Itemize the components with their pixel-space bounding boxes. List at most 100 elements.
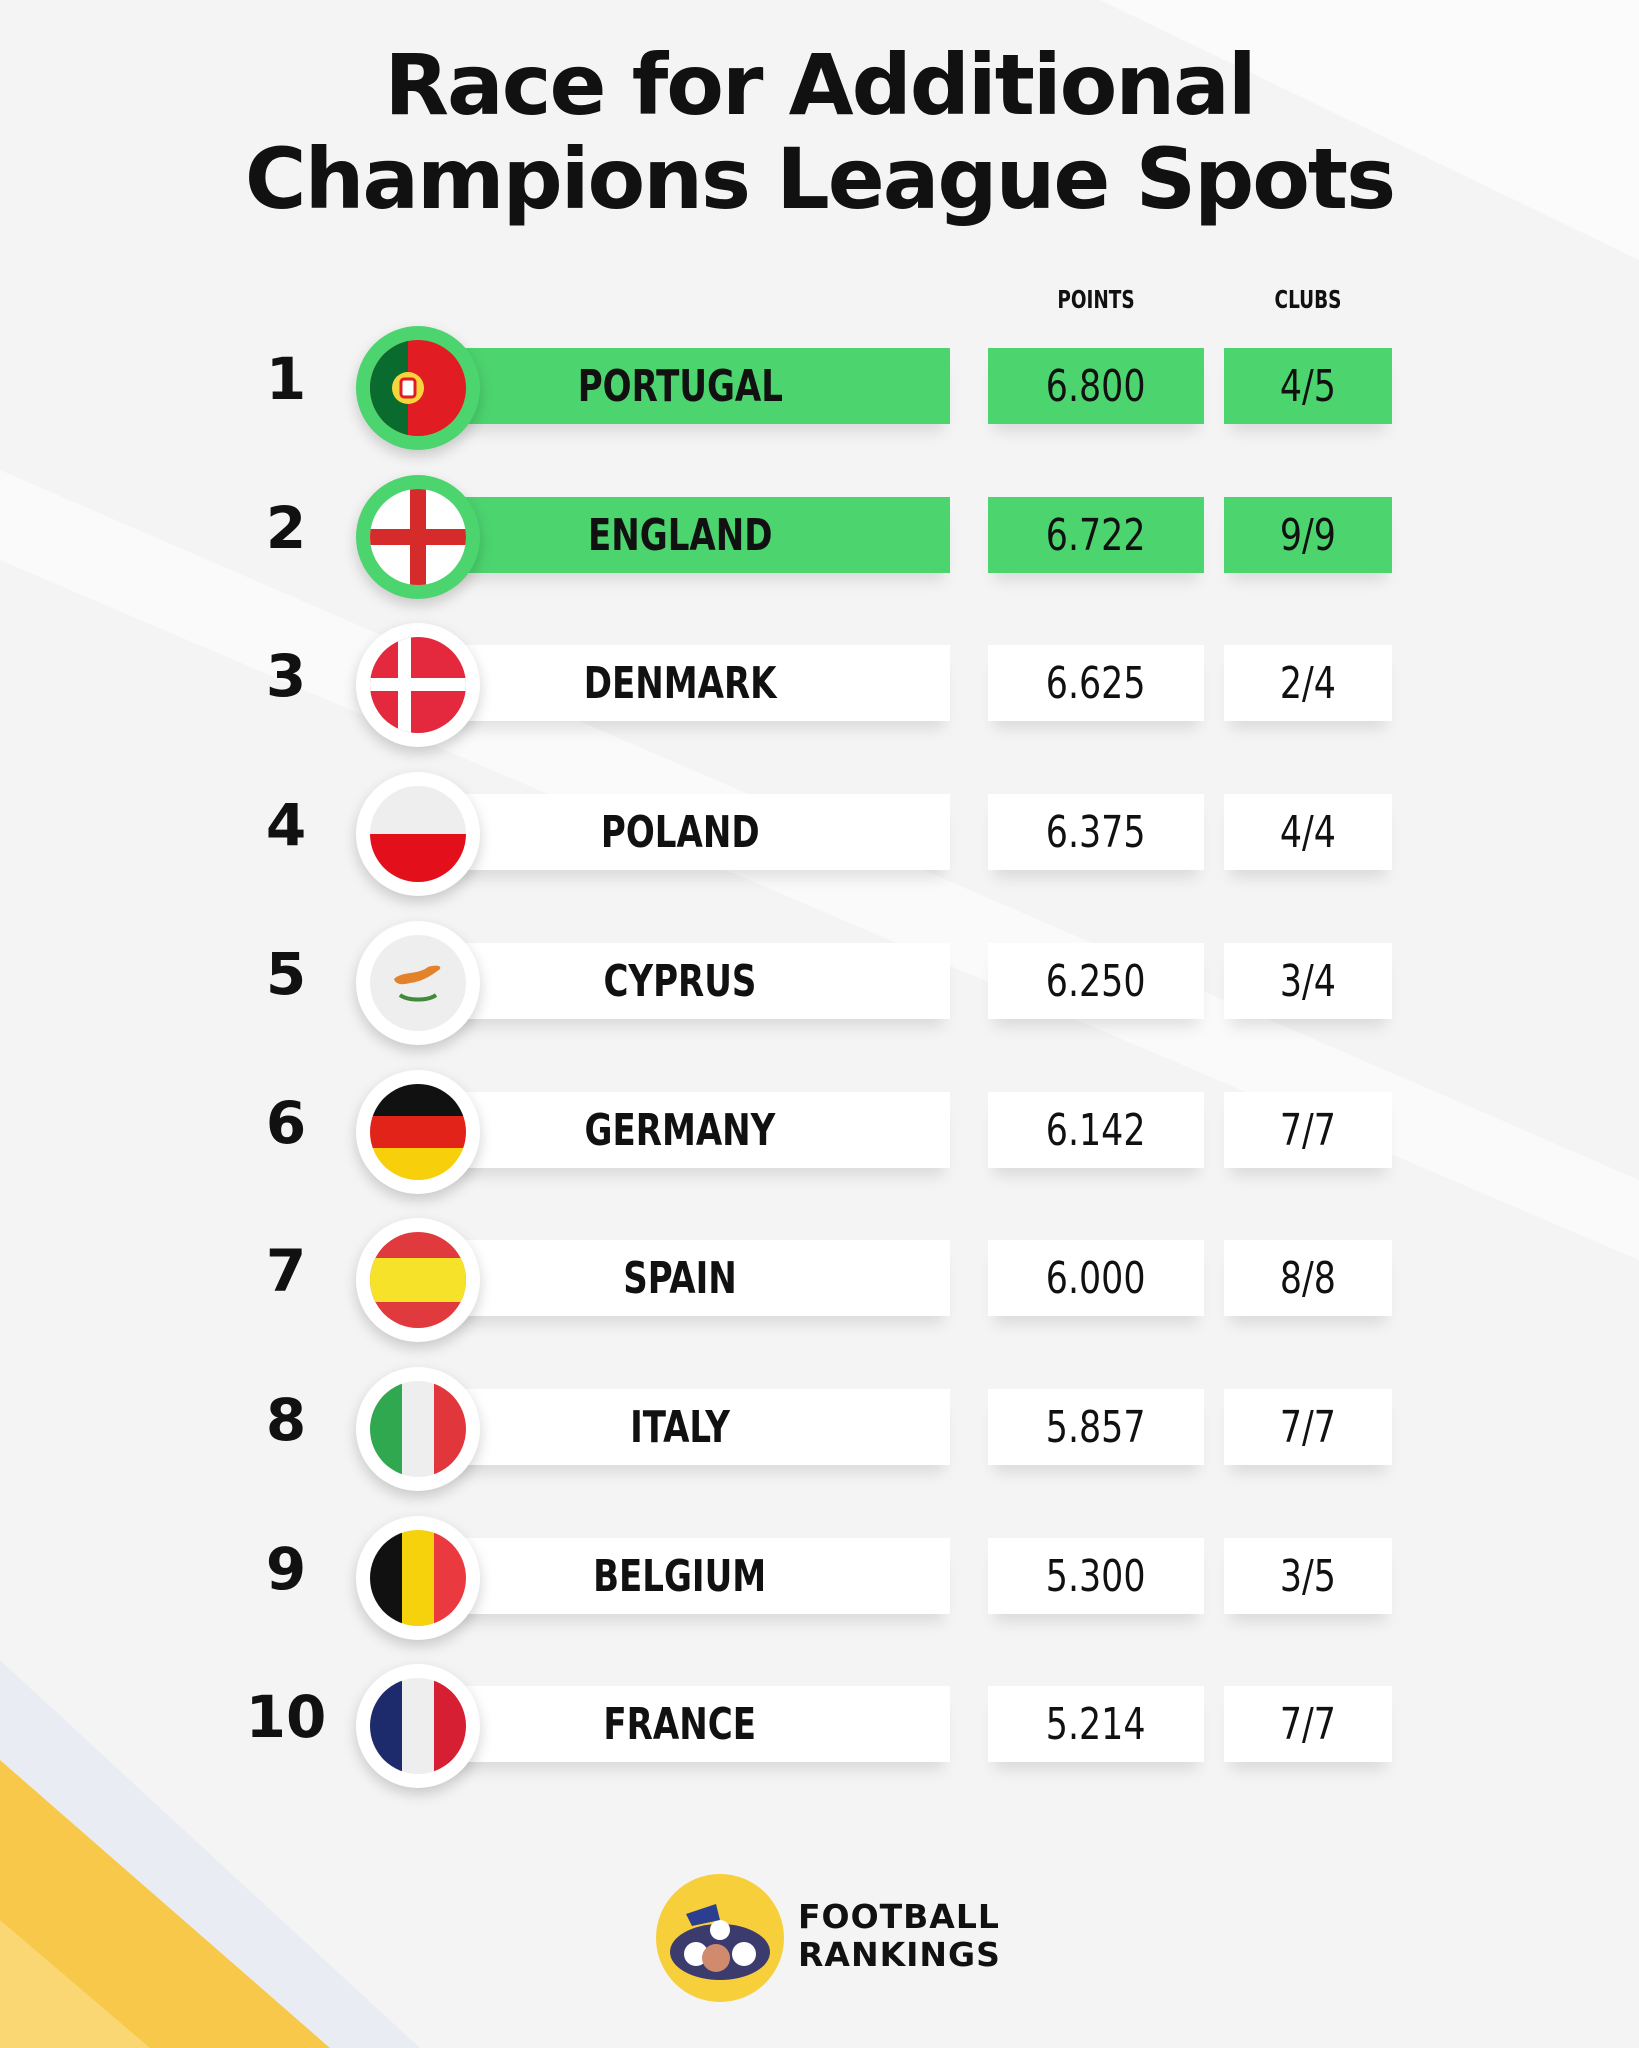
rank-label: 2	[265, 494, 307, 562]
football-rankings-logo-icon	[656, 1874, 784, 2002]
flag-badge	[356, 623, 480, 747]
clubs-cell: 2/4	[1224, 645, 1392, 721]
italy-flag-icon	[370, 1381, 466, 1477]
rank-label: 6	[265, 1089, 307, 1157]
points-value: 6.625	[1046, 657, 1146, 709]
clubs-value: 4/4	[1279, 806, 1337, 858]
page-title: Race for Additional Champions League Spo…	[0, 38, 1639, 226]
points-column-header: POINTS	[1057, 285, 1135, 314]
country-bar: SPAIN	[410, 1240, 950, 1316]
rank-label: 7	[265, 1237, 307, 1305]
clubs-cell: 7/7	[1224, 1686, 1392, 1762]
flag-badge	[356, 921, 480, 1045]
points-value: 5.214	[1046, 1698, 1146, 1750]
table-row: 10 FRANCE 5.214 7/7	[0, 1646, 1639, 1788]
points-cell: 6.250	[988, 943, 1204, 1019]
country-bar: CYPRUS	[410, 943, 950, 1019]
table-row: 9 BELGIUM 5.300 3/5	[0, 1498, 1639, 1640]
country-bar: PORTUGAL	[410, 348, 950, 424]
rank-label: 4	[265, 791, 307, 859]
country-name: BELGIUM	[593, 1550, 767, 1602]
title-line-1: Race for Additional	[384, 36, 1256, 134]
flag-badge	[356, 1516, 480, 1640]
country-bar: DENMARK	[410, 645, 950, 721]
country-name: FRANCE	[603, 1698, 757, 1750]
points-cell: 6.142	[988, 1092, 1204, 1168]
table-row: 6 GERMANY 6.142 7/7	[0, 1052, 1639, 1194]
clubs-cell: 3/4	[1224, 943, 1392, 1019]
country-name: POLAND	[600, 806, 760, 858]
country-name: ENGLAND	[587, 509, 773, 561]
clubs-value: 7/7	[1279, 1104, 1337, 1156]
country-bar: BELGIUM	[410, 1538, 950, 1614]
table-row: 2 ENGLAND 6.722 9/9	[0, 457, 1639, 599]
clubs-value: 2/4	[1279, 657, 1337, 709]
belgium-flag-icon	[370, 1530, 466, 1626]
flag-badge	[356, 475, 480, 599]
points-cell: 6.722	[988, 497, 1204, 573]
flag-badge	[356, 772, 480, 896]
country-name: ITALY	[630, 1401, 730, 1453]
points-cell: 5.300	[988, 1538, 1204, 1614]
table-row: 8 ITALY 5.857 7/7	[0, 1349, 1639, 1491]
points-cell: 6.000	[988, 1240, 1204, 1316]
rank-label: 1	[265, 345, 307, 413]
points-cell: 6.375	[988, 794, 1204, 870]
clubs-cell: 4/4	[1224, 794, 1392, 870]
country-name: DENMARK	[583, 657, 777, 709]
country-name: PORTUGAL	[577, 360, 783, 412]
clubs-cell: 9/9	[1224, 497, 1392, 573]
table-row: 5 CYPRUS 6.250 3/4	[0, 903, 1639, 1045]
clubs-value: 8/8	[1279, 1252, 1337, 1304]
points-value: 6.375	[1046, 806, 1146, 858]
clubs-value: 9/9	[1279, 509, 1337, 561]
points-value: 6.800	[1046, 360, 1146, 412]
brand-line-2: RANKINGS	[798, 1935, 1001, 1974]
france-flag-icon	[370, 1678, 466, 1774]
title-line-2: Champions League Spots	[244, 130, 1396, 228]
rank-label: 9	[265, 1535, 307, 1603]
flag-badge	[356, 1070, 480, 1194]
rank-label: 5	[265, 940, 307, 1008]
clubs-cell: 8/8	[1224, 1240, 1392, 1316]
cyprus-flag-icon	[370, 935, 466, 1031]
points-value: 6.142	[1046, 1104, 1146, 1156]
clubs-value: 7/7	[1279, 1401, 1337, 1453]
points-cell: 5.214	[988, 1686, 1204, 1762]
flag-badge	[356, 1218, 480, 1342]
brand-name: FOOTBALL RANKINGS	[798, 1898, 1001, 1974]
rank-label: 10	[245, 1683, 327, 1751]
clubs-cell: 7/7	[1224, 1389, 1392, 1465]
germany-flag-icon	[370, 1084, 466, 1180]
brand-line-1: FOOTBALL	[798, 1897, 1000, 1936]
points-value: 5.857	[1046, 1401, 1146, 1453]
clubs-value: 3/4	[1279, 955, 1337, 1007]
flag-badge	[356, 1367, 480, 1491]
rank-label: 8	[265, 1386, 307, 1454]
table-row: 1 PORTUGAL 6.800 4/5	[0, 308, 1639, 450]
country-bar: POLAND	[410, 794, 950, 870]
spain-flag-icon	[370, 1232, 466, 1328]
clubs-value: 3/5	[1279, 1550, 1337, 1602]
table-row: 4 POLAND 6.375 4/4	[0, 754, 1639, 896]
clubs-cell: 7/7	[1224, 1092, 1392, 1168]
rank-label: 3	[265, 642, 307, 710]
clubs-cell: 4/5	[1224, 348, 1392, 424]
poland-flag-icon	[370, 786, 466, 882]
points-value: 5.300	[1046, 1550, 1146, 1602]
points-cell: 6.625	[988, 645, 1204, 721]
clubs-value: 7/7	[1279, 1698, 1337, 1750]
country-name: SPAIN	[623, 1252, 737, 1304]
clubs-column-header: CLUBS	[1274, 285, 1342, 314]
table-row: 3 DENMARK 6.625 2/4	[0, 605, 1639, 747]
table-row: 7 SPAIN 6.000 8/8	[0, 1200, 1639, 1342]
points-value: 6.722	[1046, 509, 1146, 561]
points-cell: 5.857	[988, 1389, 1204, 1465]
country-bar: ITALY	[410, 1389, 950, 1465]
country-name: GERMANY	[584, 1104, 776, 1156]
points-value: 6.000	[1046, 1252, 1146, 1304]
clubs-value: 4/5	[1279, 360, 1337, 412]
england-flag-icon	[370, 489, 466, 585]
points-value: 6.250	[1046, 955, 1146, 1007]
clubs-cell: 3/5	[1224, 1538, 1392, 1614]
